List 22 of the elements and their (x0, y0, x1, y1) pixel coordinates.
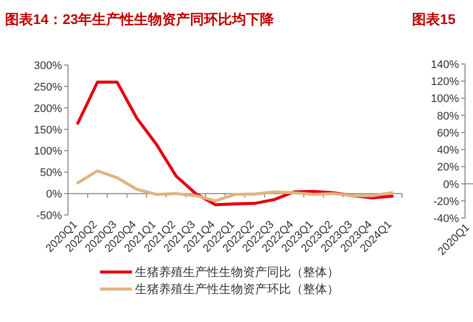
y-tick-label: -50% (36, 210, 62, 222)
y-tick-label: 50% (40, 167, 62, 180)
y-tick-label: 120% (430, 76, 460, 88)
y-tick-label: 300% (34, 60, 62, 72)
y-tick-label: 20% (436, 162, 460, 174)
y-tick-label: -20% (433, 196, 460, 208)
y-tick-label: 40% (436, 144, 460, 157)
y-tick-label: 150% (34, 124, 62, 136)
y-tick-label: 100% (430, 93, 460, 106)
chart-title: 图表15 (412, 11, 456, 27)
chart-title: 图表14：23年生产性生物资产同环比均下降 (5, 11, 276, 27)
legend-label: 生猪养殖生产性生物资产环比（整体） (135, 282, 339, 296)
legend-label: 生猪养殖生产性生物资产同比（整体） (135, 265, 339, 279)
y-tick-label: 60% (436, 127, 460, 140)
y-tick-label: 250% (34, 81, 62, 94)
y-tick-label: 0% (443, 178, 460, 191)
y-tick-label: 80% (436, 110, 460, 122)
y-tick-label: -40% (433, 213, 460, 225)
y-tick-label: 100% (34, 146, 62, 158)
y-tick-label: 140% (430, 59, 460, 71)
y-tick-label: 200% (34, 102, 62, 115)
y-tick-label: 0% (46, 188, 62, 201)
